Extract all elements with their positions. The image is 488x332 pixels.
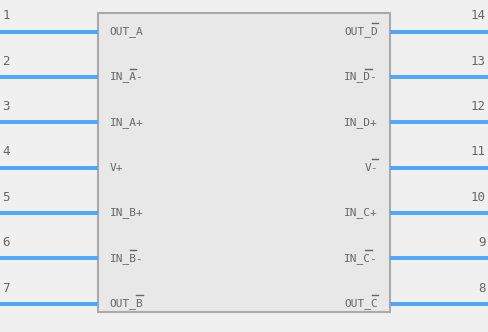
Text: IN_C+: IN_C+ — [345, 208, 378, 218]
Text: 3: 3 — [2, 100, 10, 113]
Text: V-: V- — [365, 163, 378, 173]
Text: 6: 6 — [2, 236, 10, 249]
Text: 12: 12 — [470, 100, 486, 113]
Text: 2: 2 — [2, 55, 10, 68]
Text: IN_D+: IN_D+ — [345, 117, 378, 128]
Text: 11: 11 — [470, 145, 486, 158]
Text: 10: 10 — [470, 191, 486, 204]
Text: OUT_D: OUT_D — [345, 26, 378, 37]
Text: 9: 9 — [478, 236, 486, 249]
Text: OUT_B: OUT_B — [110, 298, 143, 309]
Text: OUT_C: OUT_C — [345, 298, 378, 309]
Text: IN_B+: IN_B+ — [110, 208, 143, 218]
Bar — [98, 13, 390, 312]
Text: OUT_A: OUT_A — [110, 26, 143, 37]
Text: 5: 5 — [2, 191, 10, 204]
Text: 7: 7 — [2, 282, 10, 294]
Text: 14: 14 — [470, 9, 486, 22]
Text: IN_A-: IN_A- — [110, 71, 143, 82]
Text: IN_D-: IN_D- — [345, 71, 378, 82]
Text: 4: 4 — [2, 145, 10, 158]
Text: IN_B-: IN_B- — [110, 253, 143, 264]
Text: 8: 8 — [478, 282, 486, 294]
Text: 13: 13 — [470, 55, 486, 68]
Text: V+: V+ — [110, 163, 123, 173]
Text: 1: 1 — [2, 9, 10, 22]
Text: IN_A+: IN_A+ — [110, 117, 143, 128]
Text: IN_C-: IN_C- — [345, 253, 378, 264]
